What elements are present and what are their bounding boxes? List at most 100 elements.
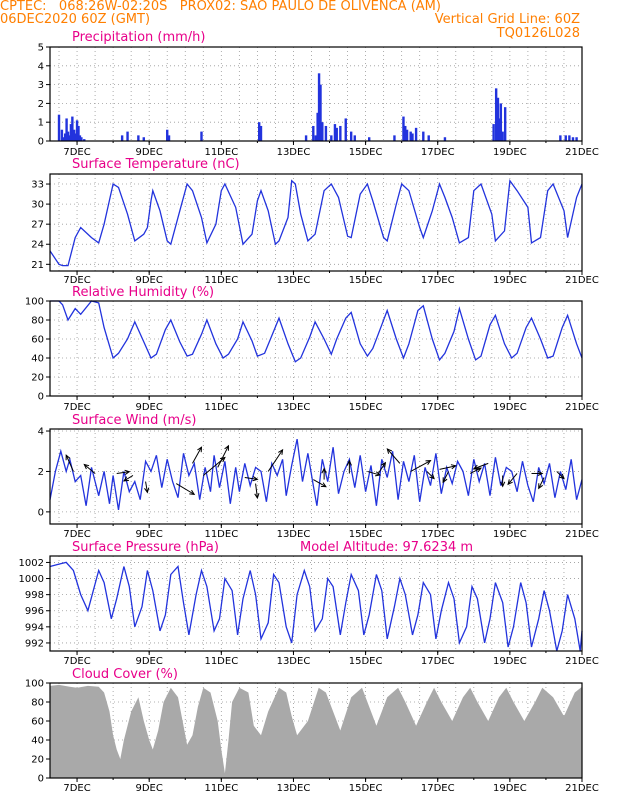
- precip-bar-17: [126, 131, 129, 141]
- cloud-xtick-label-2: 11DEC: [204, 783, 238, 794]
- humidity-title: Relative Humidity (%): [72, 285, 214, 300]
- temp-title: Surface Temperature (nC): [72, 157, 240, 172]
- precip-ytick-label-0: 0: [38, 137, 44, 148]
- wind-arrowhead-3: [123, 476, 129, 482]
- cloud-area: [50, 684, 582, 778]
- precip-ytick-label-3: 3: [38, 80, 44, 91]
- precip-bar-26: [312, 125, 315, 141]
- precip-xtick-label-0: 7DEC: [63, 147, 90, 158]
- humidity-frame: [49, 300, 583, 397]
- precip-frame: [49, 46, 583, 142]
- wind-arrowhead-8: [224, 444, 230, 451]
- pressure-series-line: [49, 561, 583, 652]
- wind-arrowhead-28: [559, 473, 565, 480]
- wind-arrow-28: [556, 471, 565, 480]
- pressure-xtick-label-3: 13DEC: [277, 656, 311, 667]
- precip-bar-52: [494, 88, 498, 141]
- pressure-xtick-label-2: 11DEC: [204, 656, 238, 667]
- precip-bar-56: [501, 131, 504, 141]
- humidity-ytick-label-4: 80: [31, 316, 44, 327]
- precip-bar-53: [496, 97, 500, 141]
- humidity-xtick-label-5: 17DEC: [421, 402, 455, 413]
- wind-arrow-10: [255, 483, 258, 499]
- temp-ytick-label-4: 33: [31, 180, 44, 191]
- precip-bar-37: [344, 118, 347, 141]
- precip-ytick-label-1: 1: [38, 118, 44, 129]
- wind-arrowhead-22: [476, 467, 483, 473]
- precip-bar-6: [68, 135, 71, 141]
- cloud-ytick-label-1: 20: [31, 755, 44, 766]
- precip-bar-8: [71, 116, 74, 141]
- precip-bar-34: [333, 124, 337, 141]
- precip-xtick-label-4: 15DEC: [349, 147, 383, 158]
- precip-bar-10: [74, 133, 77, 141]
- pressure-xtick-label-4: 15DEC: [349, 656, 383, 667]
- precip-bar-24: [259, 125, 263, 141]
- precip-bar-11: [75, 120, 79, 141]
- precip-bar-31: [321, 122, 324, 141]
- precip-bar-32: [324, 125, 328, 141]
- precip-bar-41: [393, 135, 396, 141]
- precip-bar-23: [257, 122, 261, 141]
- wind-arrow-1: [83, 464, 96, 474]
- pressure-subtitle: Model Altitude: 97.6234 m: [300, 540, 473, 555]
- cloud-xtick-label-4: 15DEC: [349, 783, 383, 794]
- wind-arrowhead-9: [252, 476, 259, 482]
- cloud-title: Cloud Cover (%): [72, 667, 178, 682]
- wind-ytick-label-0: 0: [38, 507, 44, 518]
- wind-arrow-27: [538, 477, 545, 489]
- wind-arrow-23: [473, 462, 489, 470]
- wind-arrowhead-13: [321, 467, 327, 474]
- wind-arrowhead-2: [124, 469, 131, 475]
- temp-ytick-label-1: 24: [31, 240, 44, 251]
- precip-bar-49: [427, 135, 430, 141]
- precip-bar-36: [339, 125, 342, 141]
- temp-xtick-label-3: 13DEC: [277, 275, 311, 286]
- precip-bar-42: [402, 116, 405, 141]
- wind-title: Surface Wind (m/s): [72, 413, 196, 428]
- wind-ytick-label-1: 2: [38, 467, 44, 478]
- precip-bar-38: [349, 131, 353, 141]
- wind-arrow-2: [116, 471, 130, 474]
- wind-arrow-8: [217, 445, 229, 468]
- precip-bar-33: [330, 135, 333, 141]
- temp-xtick-label-2: 11DEC: [204, 275, 238, 286]
- header-model: TQ0126L028: [496, 26, 580, 41]
- wind-arrowhead-21: [442, 477, 448, 484]
- cloud-xtick-label-5: 17DEC: [421, 783, 455, 794]
- pressure-ytick-label-1: 994: [25, 622, 44, 633]
- precip-xtick-label-6: 19DEC: [493, 147, 527, 158]
- pressure-ytick-label-3: 998: [25, 590, 44, 601]
- precip-ytick-label-2: 2: [38, 99, 44, 110]
- humidity-xtick-label-1: 9DEC: [135, 402, 162, 413]
- humidity-xtick-label-4: 15DEC: [349, 402, 383, 413]
- humidity-ytick-label-1: 20: [31, 373, 44, 384]
- precip-xtick-label-1: 9DEC: [135, 147, 162, 158]
- wind-series-line: [49, 438, 583, 511]
- wind-arrow-12: [313, 479, 327, 488]
- precip-bar-15: [83, 139, 86, 141]
- wind-arrowhead-16: [380, 461, 387, 468]
- temp-xtick-label-6: 19DEC: [493, 275, 527, 286]
- wind-arrowhead-15: [375, 471, 382, 477]
- cloud-ytick-label-2: 40: [31, 736, 44, 747]
- temp-xtick-label-5: 17DEC: [421, 275, 455, 286]
- precip-bar-13: [78, 135, 82, 141]
- wind-arrow-16: [377, 462, 386, 474]
- precip-bar-55: [499, 103, 503, 141]
- wind-arrowhead-25: [507, 479, 513, 486]
- wind-xtick-label-2: 11DEC: [204, 529, 238, 540]
- precip-bar-50: [443, 137, 447, 141]
- wind-arrowhead-4: [144, 487, 150, 494]
- precip-bar-35: [335, 127, 338, 141]
- wind-arrow-11: [267, 449, 284, 472]
- pressure-title: Surface Pressure (hPa): [72, 540, 219, 555]
- temp-xtick-label-0: 7DEC: [63, 275, 90, 286]
- cloud-ytick-label-5: 100: [25, 679, 44, 690]
- wind-arrow-15: [367, 470, 381, 476]
- precip-bar-14: [80, 137, 83, 141]
- precip-bar-61: [571, 137, 575, 141]
- temp-ytick-label-2: 27: [31, 220, 44, 231]
- temp-xtick-label-1: 9DEC: [135, 275, 162, 286]
